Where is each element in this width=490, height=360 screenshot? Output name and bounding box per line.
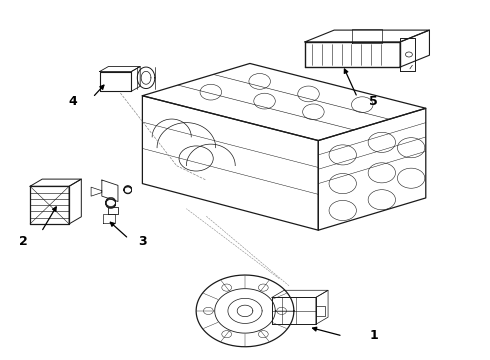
Text: 3: 3 — [138, 235, 147, 248]
Text: 5: 5 — [368, 95, 377, 108]
Text: 4: 4 — [69, 95, 77, 108]
Text: 1: 1 — [369, 329, 378, 342]
Text: 2: 2 — [19, 235, 27, 248]
